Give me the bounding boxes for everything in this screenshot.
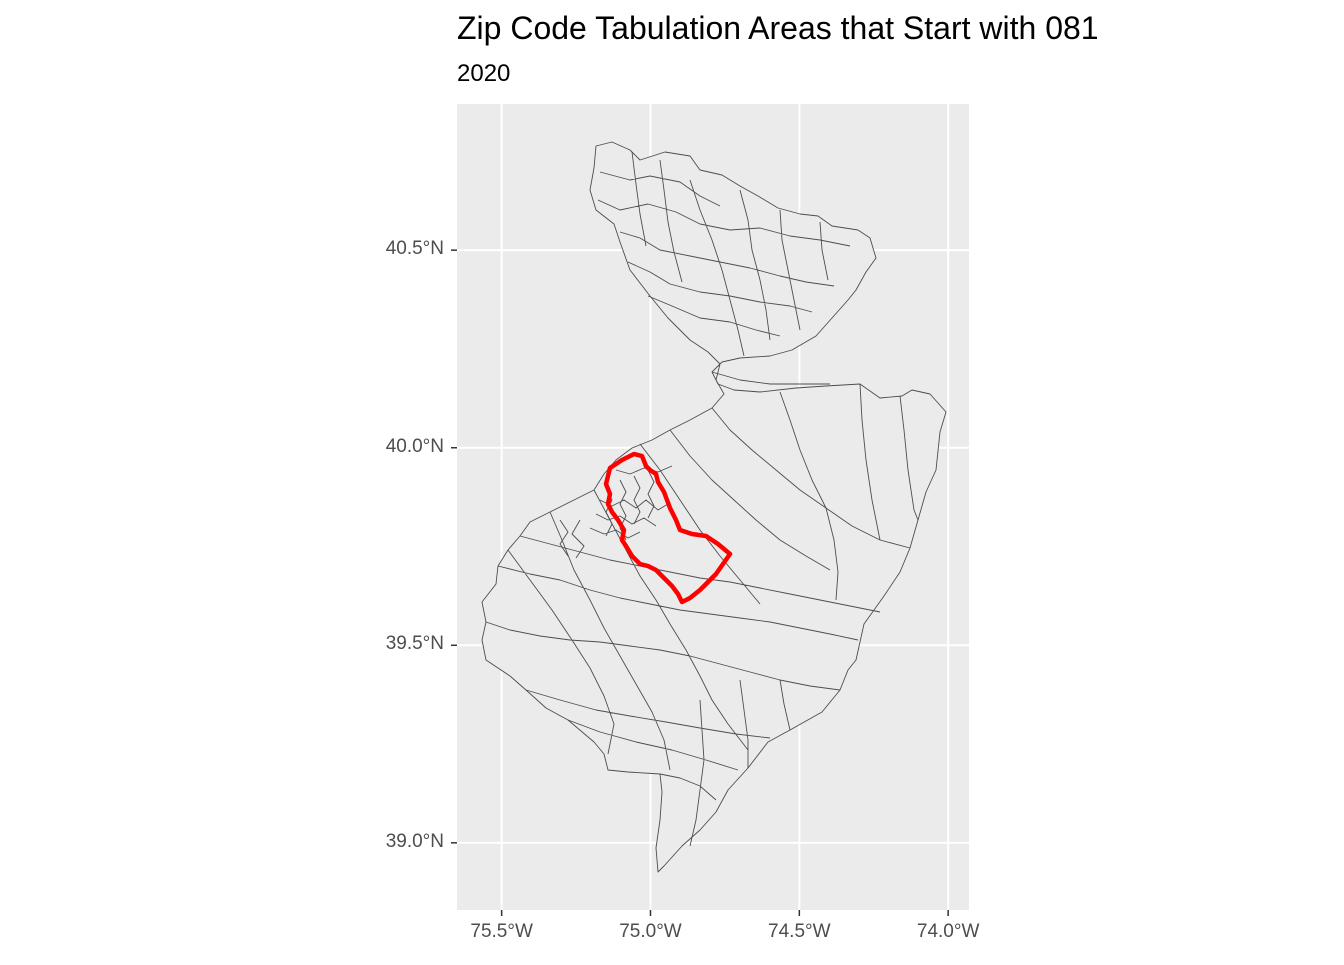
zcta-regions (481, 141, 947, 873)
x-tick-label: 74.5°W (768, 921, 831, 942)
axis-ticks (451, 249, 949, 916)
zcta-boundaries (485, 151, 919, 847)
region-outline (481, 141, 947, 873)
y-tick-label: 39.0°N (385, 830, 444, 852)
map-title: Zip Code Tabulation Areas that Start wit… (457, 10, 1099, 46)
y-tick-label: 39.5°N (385, 633, 444, 655)
map-subtitle: 2020 (457, 60, 511, 87)
x-tick-label: 75.5°W (470, 921, 533, 942)
y-tick-label: 40.5°N (385, 238, 444, 260)
x-tick-label: 75.0°W (619, 921, 682, 942)
highlighted-zcta-081 (603, 451, 733, 605)
x-tick-label: 74.0°W (916, 921, 980, 942)
y-tick-label: 40.0°N (385, 435, 444, 457)
highlight-081-outline (603, 451, 733, 605)
urban-cluster-boundaries (559, 465, 673, 559)
